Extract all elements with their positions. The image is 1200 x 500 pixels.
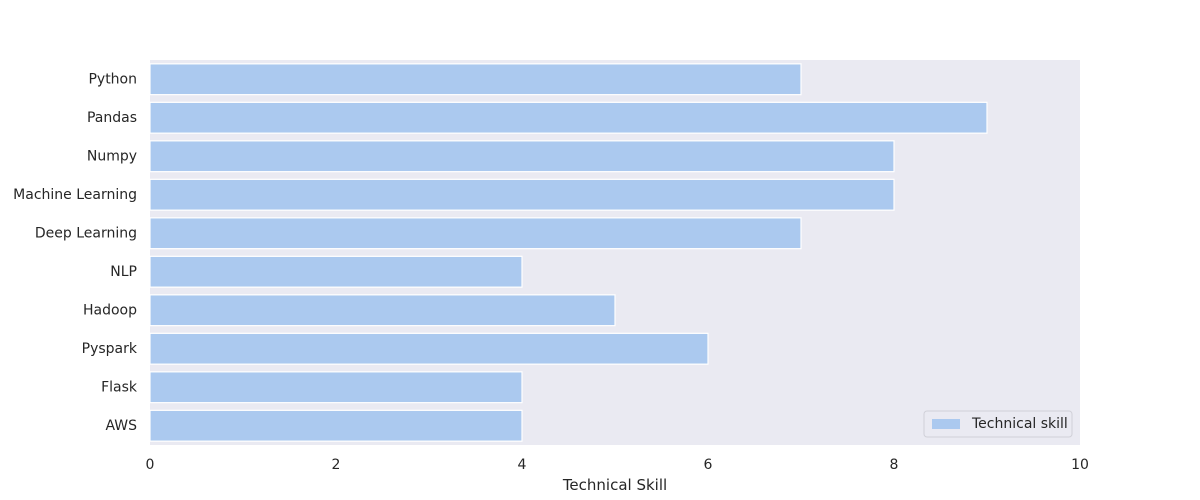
bar-python (149, 63, 802, 96)
bar-numpy (149, 140, 895, 173)
x-tick-label: 8 (890, 457, 899, 473)
bar-aws (149, 409, 523, 442)
x-tick-label: 6 (704, 457, 713, 473)
bar-flask (149, 371, 523, 404)
y-tick-label: Python (88, 71, 137, 87)
y-tick-label: Pandas (87, 110, 137, 126)
y-tick-label: AWS (105, 418, 137, 434)
bar-machine-learning (149, 178, 895, 211)
bar-pyspark (149, 332, 709, 365)
bar-nlp (149, 255, 523, 288)
bar-hadoop (149, 294, 616, 327)
bars-layer (149, 63, 988, 442)
y-tick-labels: Python Pandas Numpy Machine Learning Deep Le… (13, 71, 138, 434)
x-tick-label: 2 (332, 457, 341, 473)
bar-pandas (149, 101, 988, 134)
x-tick-label: 0 (146, 457, 155, 473)
legend-label: Technical skill (971, 416, 1068, 432)
legend-swatch (932, 419, 960, 429)
y-tick-label: Flask (101, 379, 138, 395)
x-axis-label: Technical Skill (562, 476, 667, 494)
x-tick-label: 4 (518, 457, 527, 473)
bar-deep-learning (149, 217, 802, 250)
x-tick-labels: 0 2 4 6 8 10 (146, 457, 1089, 473)
y-tick-label: Machine Learning (13, 187, 137, 203)
y-tick-label: Pyspark (82, 341, 138, 357)
y-tick-label: Numpy (87, 148, 137, 164)
legend-box (923, 410, 1073, 438)
legend: Technical skill (923, 410, 1073, 438)
x-tick-label: 10 (1071, 457, 1089, 473)
y-tick-label: NLP (110, 264, 137, 280)
y-tick-label: Deep Learning (35, 225, 137, 241)
y-tick-label: Hadoop (83, 302, 137, 318)
